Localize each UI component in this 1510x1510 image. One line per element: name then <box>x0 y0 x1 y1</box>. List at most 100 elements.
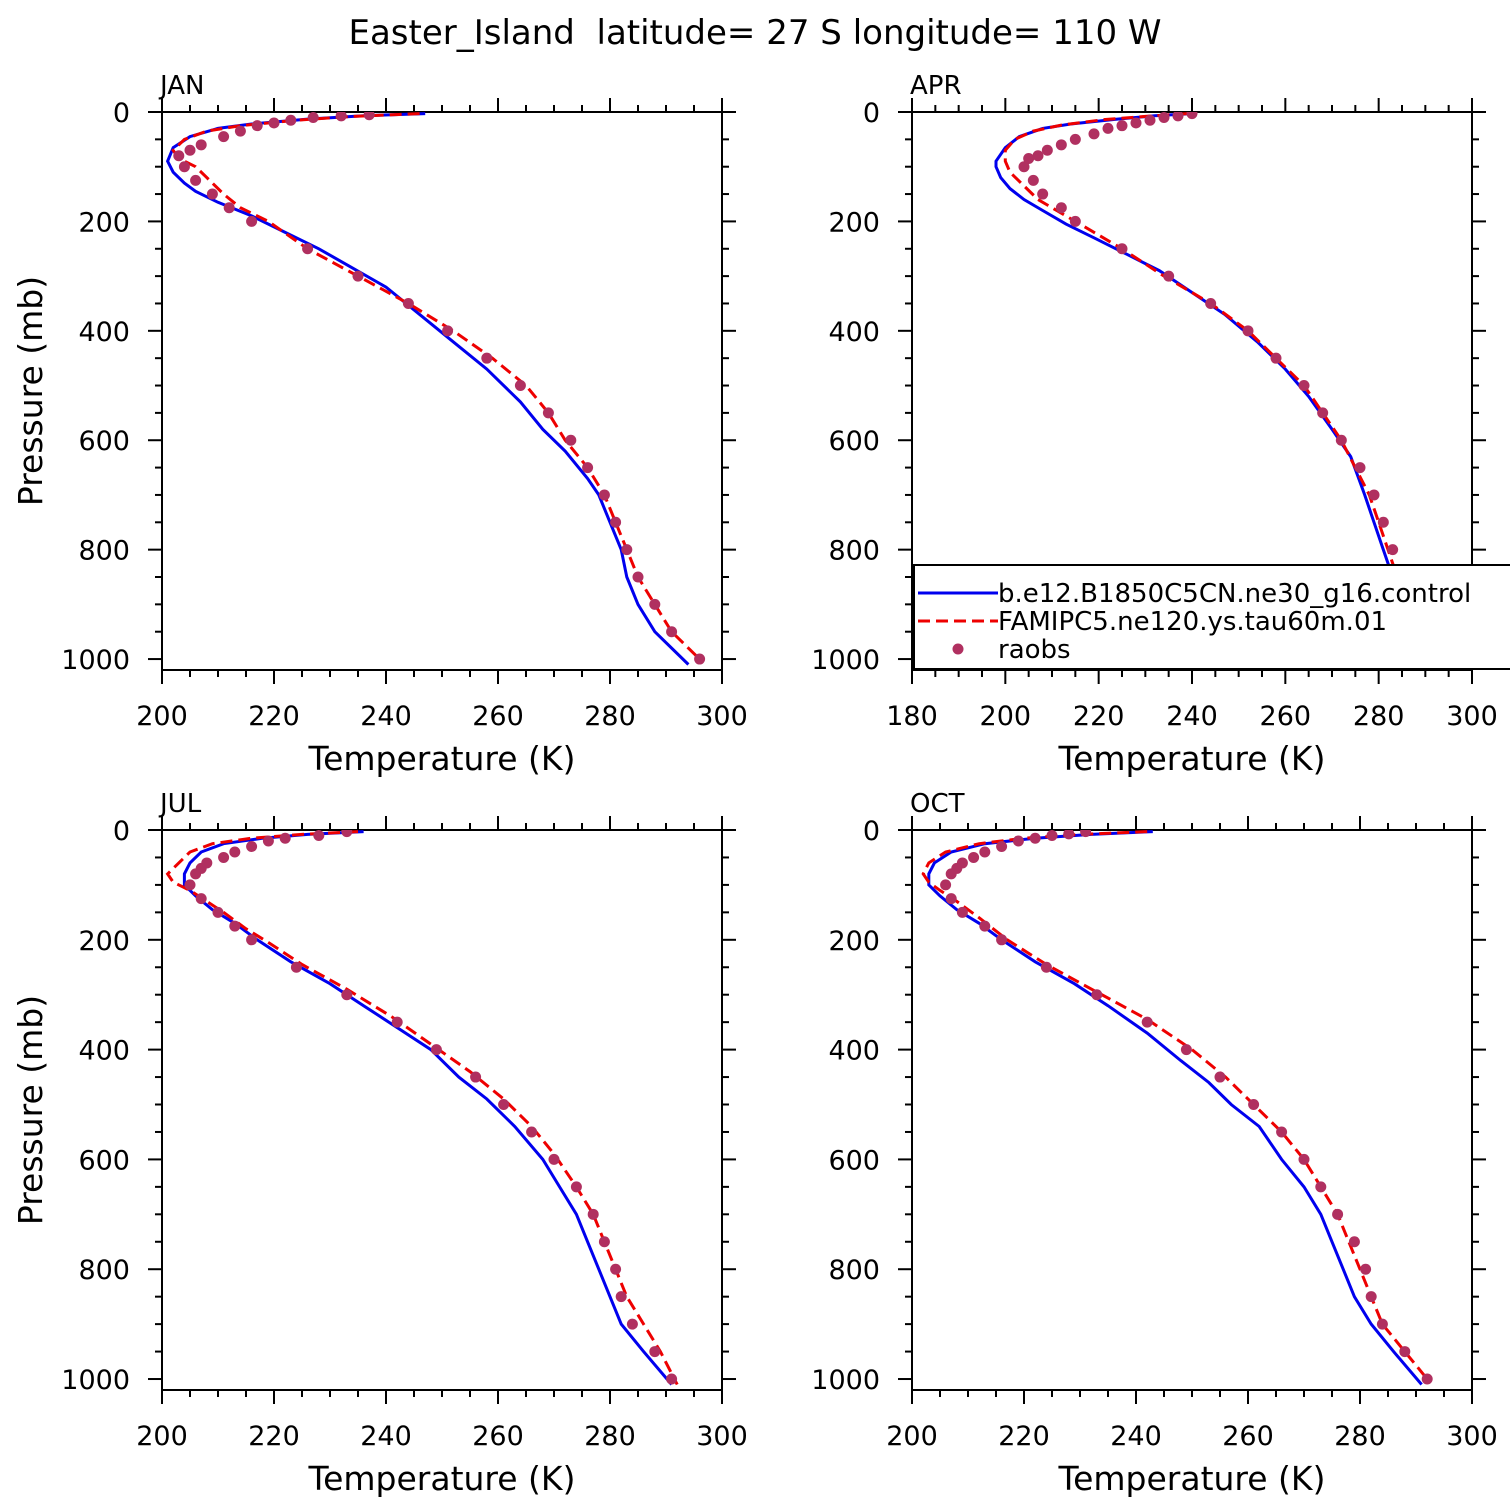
panel-oct: OCT 200 220 240 260 280 300 0 200 400 600 800 1000 Te… <box>811 789 1497 1498</box>
x-axis-label: Temperature (K) <box>308 1459 576 1498</box>
obs-point <box>1399 1346 1411 1358</box>
x-tick-label: 220 <box>998 1421 1050 1452</box>
y-tick-label: 400 <box>828 317 880 348</box>
obs-point <box>1158 112 1170 123</box>
x-axis-label: Temperature (K) <box>308 739 576 778</box>
obs-point <box>442 325 454 337</box>
obs-point <box>632 571 644 583</box>
obs-point <box>1163 270 1175 282</box>
obs-point <box>610 516 622 528</box>
obs-point <box>223 202 235 214</box>
x-tick-label: 240 <box>1166 701 1218 732</box>
obs-point <box>206 188 218 200</box>
obs-point <box>1144 114 1156 126</box>
y-tick-label: 200 <box>78 926 130 957</box>
obs-point <box>979 846 991 858</box>
obs-point <box>1102 122 1114 134</box>
obs-point <box>1041 144 1053 156</box>
obs-point <box>1055 202 1067 214</box>
y-tick-label: 200 <box>828 207 880 238</box>
obs-point <box>1205 297 1217 309</box>
x-tick-label: 280 <box>1353 701 1405 732</box>
x-tick-label: 300 <box>1446 1421 1498 1452</box>
obs-point <box>1040 961 1052 973</box>
obs-point <box>626 1318 638 1330</box>
y-tick-label: 800 <box>828 536 880 567</box>
obs-point <box>570 1181 582 1193</box>
x-tick-label: 260 <box>1222 1421 1274 1452</box>
panels: JAN 200 220 240 260 280 300 0 200 400 600 800 1000 Te… <box>11 71 1510 1498</box>
obs-point <box>190 868 202 880</box>
y-tick-label: 600 <box>828 426 880 457</box>
obs-point <box>1091 989 1103 1001</box>
obs-point <box>598 1236 610 1248</box>
x-tick-label: 300 <box>696 701 748 732</box>
y-tick-label: 0 <box>863 98 880 129</box>
series-group <box>994 112 1455 666</box>
y-tick-label: 600 <box>78 426 130 457</box>
obs-point <box>615 1291 627 1303</box>
obs-point <box>996 840 1008 852</box>
obs-point <box>1335 434 1347 446</box>
series-line-model2 <box>171 112 701 661</box>
panel-label: APR <box>910 71 962 101</box>
obs-point <box>190 174 202 186</box>
legend-label: raobs <box>998 635 1071 665</box>
y-tick-label: 600 <box>78 1145 130 1176</box>
y-tick-label: 200 <box>828 926 880 957</box>
obs-point <box>363 112 375 121</box>
obs-point <box>302 243 314 255</box>
plot-frame <box>161 829 723 1391</box>
obs-point <box>666 1373 678 1385</box>
obs-point <box>195 893 207 905</box>
y-tick-label: 600 <box>828 1145 880 1176</box>
obs-point <box>649 1346 661 1358</box>
obs-point <box>1377 516 1389 528</box>
plot-frame <box>911 829 1473 1391</box>
y-tick-label: 1000 <box>811 1365 880 1396</box>
obs-point <box>1012 835 1024 847</box>
obs-point <box>195 139 207 151</box>
obs-point <box>1116 120 1128 132</box>
obs-point <box>956 906 968 918</box>
obs-point <box>666 626 678 638</box>
obs-point <box>1069 133 1081 145</box>
obs-point <box>1027 174 1039 186</box>
obs-point <box>1029 832 1041 844</box>
obs-point <box>621 544 633 556</box>
obs-point <box>212 906 224 918</box>
obs-point <box>173 150 185 162</box>
legend: b.e12.B1850C5CN.ne30_g16.controlFAMIPC5.… <box>913 564 1510 670</box>
obs-point <box>290 961 302 973</box>
x-tick-label: 240 <box>360 1421 412 1452</box>
obs-point <box>1332 1208 1344 1220</box>
y-tick-label: 0 <box>113 816 130 847</box>
obs-point <box>1080 830 1092 838</box>
y-tick-label: 1000 <box>61 1365 130 1396</box>
x-tick-label: 220 <box>248 701 300 732</box>
x-tick-label: 180 <box>886 701 938 732</box>
plot-frame <box>161 111 723 671</box>
obs-point <box>1055 139 1067 151</box>
x-tick-label: 280 <box>584 1421 636 1452</box>
y-tick-label: 800 <box>828 1255 880 1286</box>
obs-point <box>996 934 1008 946</box>
x-tick-label: 280 <box>1334 1421 1386 1452</box>
x-tick-label: 300 <box>696 1421 748 1452</box>
x-tick-label: 240 <box>1110 1421 1162 1452</box>
x-tick-label: 280 <box>584 701 636 732</box>
obs-point <box>352 270 364 282</box>
obs-point <box>246 840 258 852</box>
obs-point <box>184 144 196 156</box>
obs-point <box>341 989 353 1001</box>
obs-point <box>1046 830 1058 841</box>
obs-point <box>246 215 258 227</box>
obs-point <box>1365 1291 1377 1303</box>
obs-point <box>498 1099 510 1111</box>
obs-point <box>1063 830 1075 840</box>
series-group <box>165 112 706 666</box>
y-tick-label: 0 <box>113 98 130 129</box>
obs-point <box>1180 1044 1192 1056</box>
panel-label: JAN <box>158 71 204 101</box>
obs-point <box>1298 380 1310 392</box>
